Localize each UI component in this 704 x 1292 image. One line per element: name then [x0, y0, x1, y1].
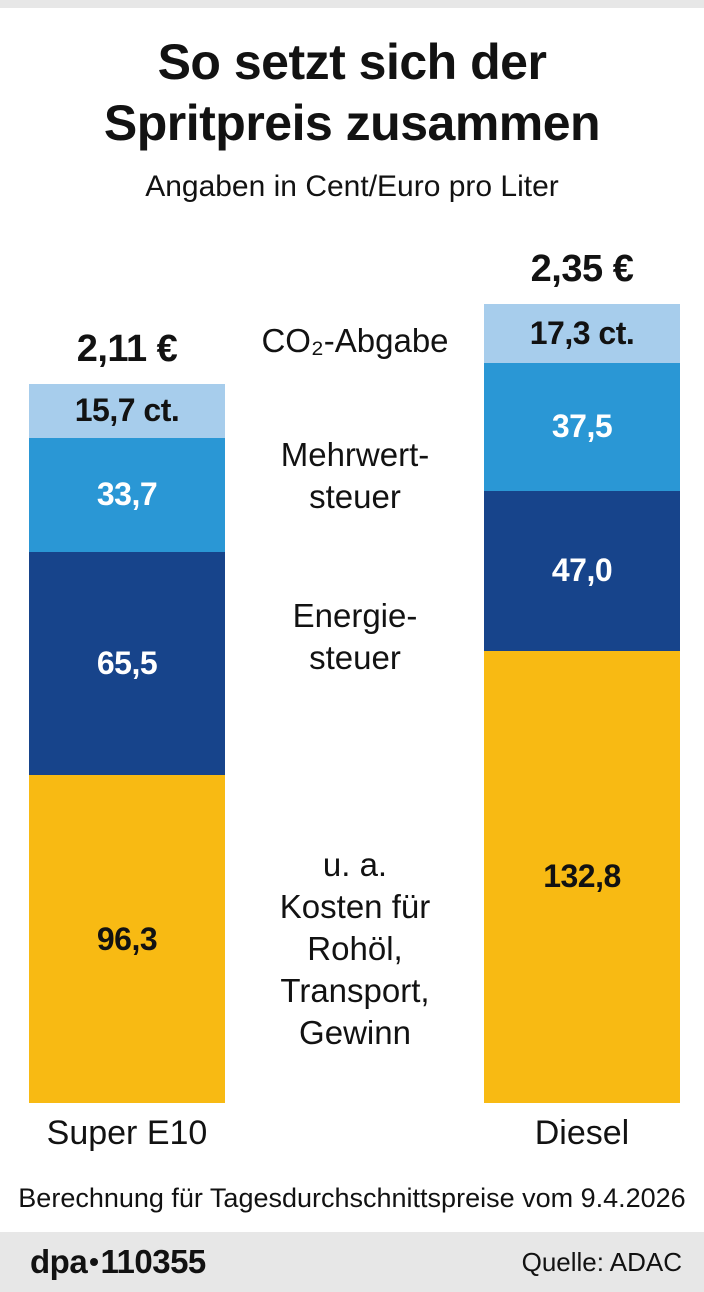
value-mehrwertsteuer-super-e10: 33,7 — [96, 476, 158, 513]
value-co2-diesel: 17,3 ct. — [529, 314, 635, 351]
segment-energiesteuer-super-e10: 65,5 — [29, 552, 225, 776]
value-other-costs-super-e10: 96,3 — [96, 920, 158, 957]
dpa-graphic-number: 110355 — [100, 1243, 206, 1280]
bar-super-e10: 15,7 ct. 33,7 65,5 96,3 — [29, 384, 225, 1103]
legend-other-costs: u. a. Kosten für Rohöl, Transport, Gewin… — [279, 846, 431, 1051]
bar-diesel: 17,3 ct. 37,5 47,0 132,8 — [484, 304, 680, 1103]
chart-subtitle: Angaben in Cent/Euro pro Liter — [145, 170, 559, 203]
dpa-credit: dpa • 110355 — [30, 1243, 206, 1281]
segment-energiesteuer-diesel: 47,0 — [484, 490, 680, 651]
segment-mehrwertsteuer-super-e10: 33,7 — [29, 437, 225, 553]
segment-mehrwertsteuer-diesel: 37,5 — [484, 362, 680, 491]
top-strip — [0, 0, 704, 8]
legend-energiesteuer: Energie- steuer — [292, 597, 418, 677]
value-co2-super-e10: 15,7 ct. — [74, 392, 180, 429]
source-label: Quelle: ADAC — [521, 1246, 682, 1277]
chart-title: So setzt sich der Spritpreis zusammen — [103, 34, 601, 151]
segment-other-costs-diesel: 132,8 — [484, 650, 680, 1103]
total-label-diesel: 2,35 € — [530, 248, 634, 290]
value-other-costs-diesel: 132,8 — [543, 858, 621, 895]
value-mehrwertsteuer-diesel: 37,5 — [551, 408, 613, 445]
category-label-super-e10: Super E10 — [46, 1114, 208, 1152]
segment-co2-super-e10: 15,7 ct. — [29, 384, 225, 438]
legend-co2-abgabe: CO₂-Abgabe — [261, 322, 449, 359]
segment-co2-diesel: 17,3 ct. — [484, 304, 680, 363]
category-label-diesel: Diesel — [534, 1114, 630, 1152]
dpa-logo: dpa — [30, 1243, 88, 1280]
total-label-super-e10: 2,11 € — [76, 328, 178, 370]
value-energiesteuer-super-e10: 65,5 — [96, 645, 158, 682]
segment-other-costs-super-e10: 96,3 — [29, 775, 225, 1103]
bullet-separator-icon: • — [89, 1246, 99, 1277]
legend-mehrwertsteuer: Mehrwert- steuer — [280, 436, 430, 516]
calculation-note: Berechnung für Tagesdurchschnittspreise … — [18, 1183, 686, 1213]
footer-bar: dpa • 110355 Quelle: ADAC — [0, 1232, 704, 1292]
value-energiesteuer-diesel: 47,0 — [551, 552, 613, 589]
